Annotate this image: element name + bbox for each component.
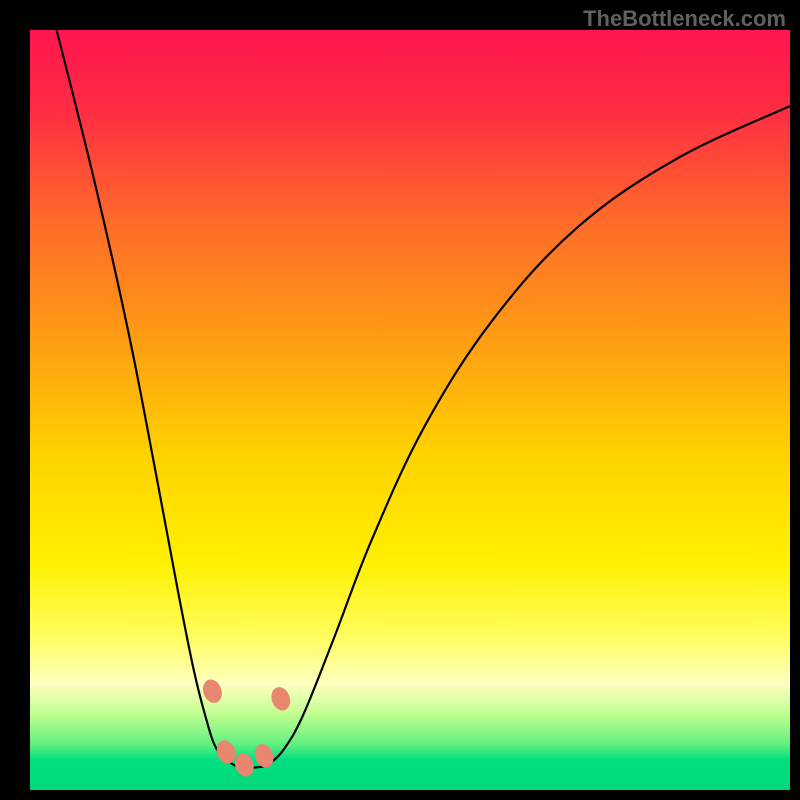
curve-marker xyxy=(232,751,257,780)
v-curve-path xyxy=(57,30,790,768)
curve-marker xyxy=(268,684,293,713)
curve-marker xyxy=(214,738,239,767)
curve-marker xyxy=(200,677,225,706)
plot-area xyxy=(30,30,790,790)
watermark-text: TheBottleneck.com xyxy=(583,6,786,32)
curve-marker xyxy=(252,741,277,770)
bottleneck-curve xyxy=(30,30,790,790)
